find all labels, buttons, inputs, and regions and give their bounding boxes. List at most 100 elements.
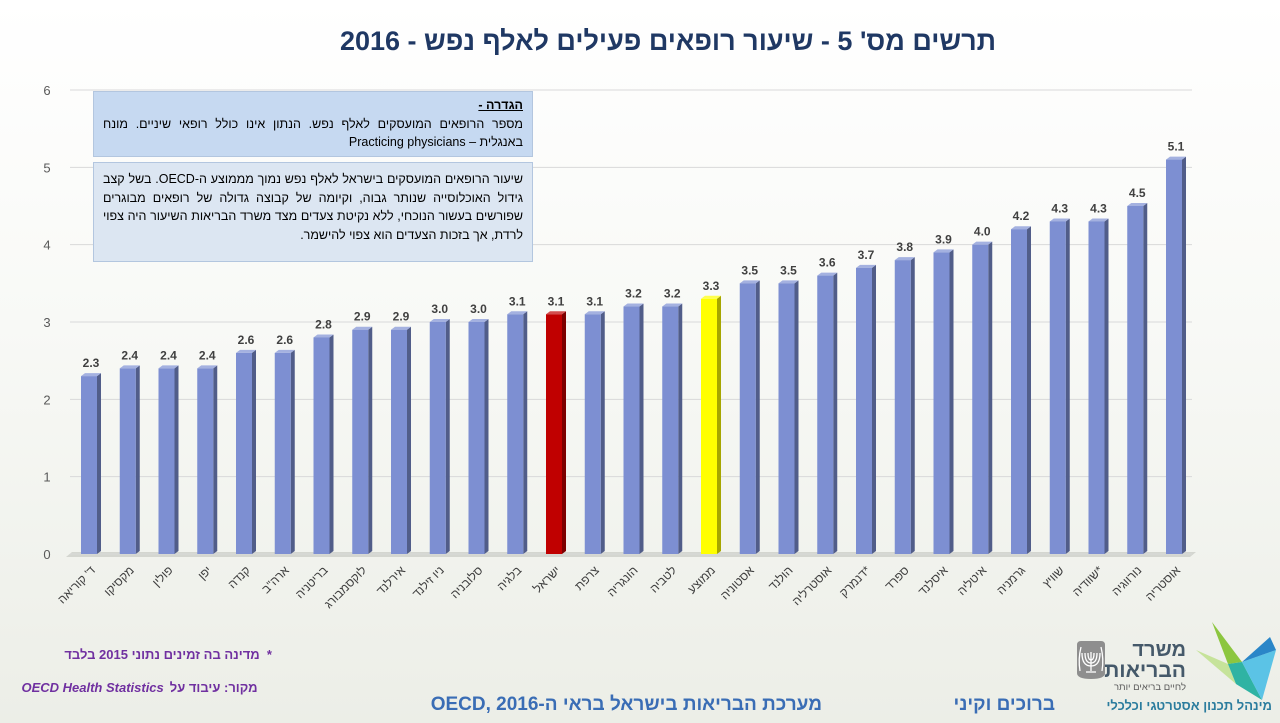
bar-top xyxy=(1049,218,1070,222)
bar-top xyxy=(468,319,489,322)
bar-front xyxy=(1088,221,1105,554)
category-label: שוודיה* xyxy=(1070,563,1106,599)
bar-front xyxy=(507,314,524,554)
logo-ministry-line2: הבריאות xyxy=(1104,659,1186,682)
category-label: ניו זילנד xyxy=(409,563,446,600)
bar-top xyxy=(817,272,838,276)
category-label: ארה"ב xyxy=(259,563,292,596)
bar-4 xyxy=(197,365,218,554)
category-label: דנמרק* xyxy=(837,563,874,600)
bar-top xyxy=(1088,218,1109,222)
bar-side xyxy=(639,303,644,554)
bar-top xyxy=(856,264,876,268)
bar-front xyxy=(817,275,834,554)
definition-heading: הגדרה - xyxy=(478,98,523,112)
data-label: 3.9 xyxy=(935,232,952,246)
bar-front xyxy=(739,283,756,554)
bar-front xyxy=(894,260,911,554)
definition-box: הגדרה - מספר הרופאים המועסקים לאלף נפש. … xyxy=(93,91,533,157)
bar-24 xyxy=(972,241,993,554)
bar-front xyxy=(158,368,175,554)
bar-top xyxy=(1166,156,1186,160)
data-label: 4.5 xyxy=(1129,186,1146,200)
data-label: 2.4 xyxy=(121,348,138,362)
category-label: לוקסמבורג xyxy=(321,563,369,611)
bar-side xyxy=(1104,218,1109,554)
data-label: 2.6 xyxy=(276,333,293,347)
bar-top xyxy=(662,303,683,307)
data-label: 3.1 xyxy=(586,294,603,308)
category-label: הונגריה xyxy=(604,563,640,599)
y-tick-label: 2 xyxy=(43,392,50,407)
bar-18 xyxy=(739,280,760,554)
y-tick-label: 1 xyxy=(43,470,50,485)
y-tick-label: 6 xyxy=(43,83,50,98)
bar-front xyxy=(662,306,679,554)
data-label: 2.8 xyxy=(315,317,332,331)
bar-side xyxy=(1143,203,1148,554)
bar-front xyxy=(546,314,562,554)
source-name: OECD Health Statistics xyxy=(21,680,164,695)
bar-top xyxy=(352,326,373,330)
bar-9 xyxy=(391,326,411,554)
bar-front xyxy=(313,337,330,554)
authors: ברוכים וקיני xyxy=(953,694,1056,715)
logo-graphics xyxy=(1077,622,1276,700)
bar-top xyxy=(197,365,218,369)
bar-8 xyxy=(352,326,373,554)
category-label: בריטניה xyxy=(293,563,331,601)
category-label: גרמניה xyxy=(994,563,1028,597)
bar-front xyxy=(972,244,989,554)
bar-front xyxy=(81,376,97,554)
commentary-box: שיעור הרופאים המועסקים בישראל לאלף נפש נ… xyxy=(93,162,533,262)
bar-front xyxy=(352,329,369,554)
bar-6 xyxy=(274,349,295,554)
bar-13 xyxy=(546,311,566,554)
bar-front xyxy=(119,368,136,554)
bar-side xyxy=(678,303,683,554)
data-label: 3.8 xyxy=(896,240,913,254)
category-label: ספרד xyxy=(882,563,912,593)
bar-front xyxy=(856,267,872,554)
bar-side xyxy=(1027,226,1031,554)
data-label: 2.9 xyxy=(354,310,371,324)
bar-top xyxy=(507,311,528,315)
category-label: יפן xyxy=(195,563,214,582)
bar-side xyxy=(949,249,954,554)
bar-side xyxy=(174,365,179,554)
bar-top xyxy=(236,349,256,353)
bar-10 xyxy=(429,319,450,554)
category-label: אירלנד xyxy=(374,563,409,598)
bar-top xyxy=(894,257,915,261)
data-label: 5.1 xyxy=(1168,140,1185,154)
bar-side xyxy=(910,257,915,554)
bar-top xyxy=(972,241,993,245)
category-label: צרפת xyxy=(572,563,602,593)
data-label: 2.9 xyxy=(393,310,410,324)
bar-3 xyxy=(158,365,179,554)
bar-19 xyxy=(778,280,799,554)
data-label: 3.1 xyxy=(509,294,526,308)
category-label: איטליה xyxy=(954,563,989,598)
bar-side xyxy=(1182,156,1186,554)
bar-side xyxy=(523,311,528,554)
bar-front xyxy=(1127,206,1144,554)
source-note: מקור: עיבוד על OECD Health Statistics xyxy=(21,664,272,712)
bar-side xyxy=(833,272,838,554)
category-label: פולין xyxy=(149,563,175,589)
bar-front xyxy=(197,368,214,554)
category-label: שוויץ xyxy=(1040,563,1067,590)
data-label: 3.5 xyxy=(780,263,797,277)
bar-20 xyxy=(817,272,838,554)
bar-side xyxy=(252,349,256,554)
y-tick-label: 3 xyxy=(43,315,50,330)
bar-top xyxy=(391,326,411,330)
data-label: 3.7 xyxy=(858,248,875,262)
bar-side xyxy=(484,319,489,554)
bar-top xyxy=(1011,226,1031,230)
bar-15 xyxy=(623,303,644,554)
bar-top xyxy=(429,319,450,322)
bar-top xyxy=(701,295,721,299)
bar-front xyxy=(429,322,446,554)
bar-top xyxy=(623,303,644,307)
